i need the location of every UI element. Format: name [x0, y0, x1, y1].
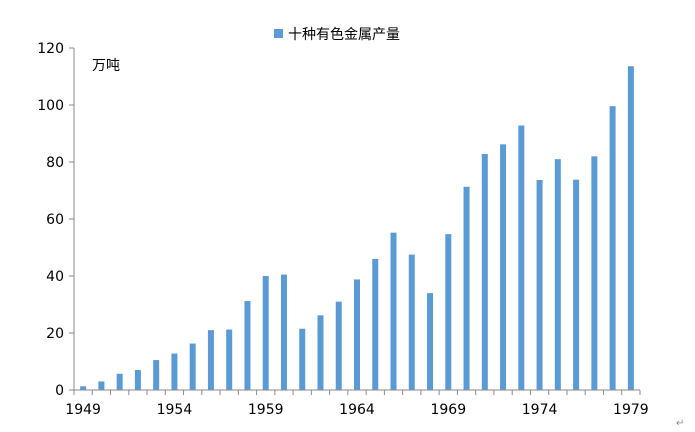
- x-tick-label: 1964: [339, 402, 375, 418]
- bar-1966: [390, 232, 397, 390]
- bar-1969: [445, 234, 452, 390]
- bar-1953: [153, 360, 160, 390]
- y-unit-label: 万吨: [92, 58, 120, 74]
- bar-1976: [573, 179, 580, 390]
- bar-1978: [609, 106, 616, 390]
- x-axis-ticks: 1949 1954 1959 1964 1969 1974 1979: [65, 390, 649, 418]
- bar-1972: [500, 144, 507, 390]
- legend: 十种有色金属产量: [274, 26, 400, 43]
- y-tick-label: 120: [37, 41, 64, 57]
- x-tick-label: 1974: [522, 402, 558, 418]
- bar-1959: [262, 276, 269, 390]
- x-tick-label: 1979: [613, 402, 649, 418]
- bar-1971: [481, 154, 488, 390]
- bar-1963: [335, 301, 342, 390]
- legend-label: 十种有色金属产量: [288, 26, 400, 43]
- y-tick-label: 40: [46, 269, 64, 285]
- bar-1952: [134, 370, 141, 390]
- y-tick-label: 0: [55, 383, 64, 399]
- bar-1950: [98, 381, 105, 390]
- bar-1949: [80, 386, 87, 390]
- return-mark: ↵: [676, 418, 684, 429]
- legend-swatch: [274, 29, 283, 38]
- bar-1977: [591, 156, 598, 390]
- bars: [80, 66, 634, 391]
- y-tick-label: 100: [37, 98, 64, 114]
- bar-1964: [354, 279, 360, 390]
- y-tick-label: 20: [46, 326, 64, 342]
- bar-1954: [171, 353, 178, 390]
- bar-1957: [226, 329, 233, 390]
- bar-1958: [244, 301, 251, 390]
- bar-1974: [536, 179, 543, 390]
- bar-1979: [627, 66, 634, 391]
- bar-1961: [299, 328, 306, 390]
- x-tick-label: 1959: [248, 402, 284, 418]
- x-tick-label: 1954: [157, 402, 193, 418]
- bar-1968: [427, 293, 434, 390]
- x-tick-label: 1949: [65, 402, 101, 418]
- bar-1955: [189, 343, 196, 390]
- bar-1956: [207, 330, 214, 390]
- bar-1960: [280, 274, 287, 390]
- y-tick-label: 60: [46, 212, 64, 228]
- bar-1951: [116, 373, 123, 390]
- bar-1973: [518, 125, 525, 391]
- bar-1967: [408, 254, 415, 390]
- y-axis-ticks: 0 20 40 60 80 100 120: [37, 41, 74, 399]
- bar-1970: [463, 186, 470, 390]
- x-tick-label: 1969: [430, 402, 466, 418]
- bar-1965: [372, 258, 379, 390]
- bar-1962: [317, 315, 324, 390]
- bar-1975: [554, 159, 561, 390]
- y-tick-label: 80: [46, 155, 64, 171]
